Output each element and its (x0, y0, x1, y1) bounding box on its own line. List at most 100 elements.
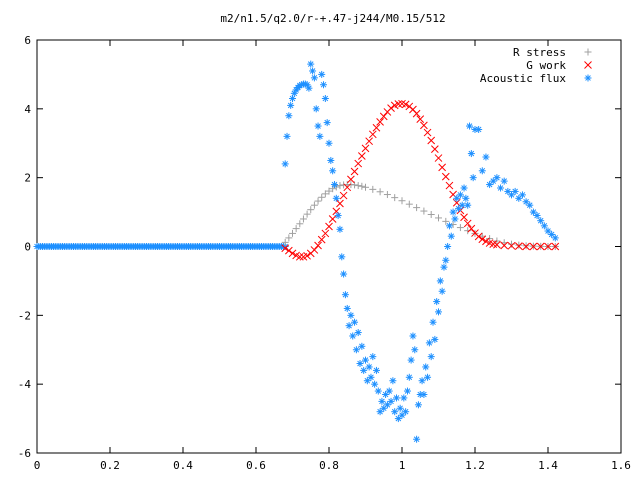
data-point (312, 105, 320, 113)
data-point (438, 163, 447, 172)
data-point (387, 397, 395, 405)
data-point (341, 291, 349, 299)
data-point (533, 212, 541, 220)
data-point (440, 263, 448, 271)
data-point (478, 232, 486, 240)
data-point (334, 212, 342, 220)
data-point (310, 74, 318, 82)
data-point (420, 390, 428, 398)
data-point (360, 366, 368, 374)
data-point (464, 227, 472, 235)
y-tick-label: 0 (24, 241, 31, 254)
data-point (515, 241, 523, 249)
data-point (462, 194, 470, 202)
data-point (449, 208, 457, 216)
data-point (325, 187, 333, 195)
data-point (478, 235, 487, 244)
data-point (511, 187, 519, 195)
data-point (536, 242, 545, 251)
x-tick-label: 0.8 (319, 459, 339, 472)
x-tick-label: 0.6 (246, 459, 266, 472)
data-point (299, 215, 307, 223)
data-point (478, 167, 486, 175)
data-point (389, 377, 397, 385)
data-point (387, 104, 395, 112)
data-point (438, 287, 446, 295)
data-point (318, 70, 326, 78)
data-point (385, 387, 393, 395)
data-point (429, 318, 437, 326)
data-point (336, 182, 344, 190)
x-tick-label: 1 (399, 459, 406, 472)
data-point (321, 95, 329, 103)
data-point (339, 191, 348, 200)
data-point (374, 387, 382, 395)
data-point (456, 224, 464, 232)
data-point (351, 318, 359, 326)
data-point (507, 241, 516, 250)
data-point (310, 246, 319, 254)
data-point (407, 356, 415, 364)
y-tick-label: 6 (24, 34, 31, 47)
data-point (350, 167, 359, 176)
data-point (418, 377, 426, 385)
data-point (287, 101, 295, 109)
data-point (544, 227, 552, 235)
data-point (332, 207, 341, 216)
data-point (307, 206, 315, 214)
data-point (445, 222, 453, 230)
data-point (361, 144, 370, 153)
data-point (427, 136, 436, 145)
data-point (314, 197, 322, 205)
data-point (343, 183, 352, 192)
data-point (537, 217, 545, 225)
data-point (436, 277, 444, 285)
data-point (518, 191, 526, 199)
data-point (444, 243, 452, 250)
data-point (281, 160, 289, 168)
data-point (376, 188, 384, 196)
data-point (420, 121, 428, 130)
data-point (284, 246, 293, 255)
data-point (400, 394, 408, 402)
data-marks (33, 60, 560, 443)
data-point (442, 256, 450, 264)
data-point (327, 156, 335, 164)
data-point (504, 187, 512, 195)
data-point (356, 360, 364, 368)
data-point (330, 181, 338, 189)
data-point (329, 167, 337, 175)
legend-marker (584, 61, 592, 69)
data-point (409, 332, 417, 340)
data-point (442, 217, 450, 225)
data-point (463, 219, 472, 228)
acoustic-flux-baseline (33, 243, 289, 250)
data-point (343, 304, 351, 312)
data-point (310, 201, 318, 209)
data-point (303, 251, 311, 260)
data-point (474, 232, 483, 241)
data-point (391, 194, 399, 202)
data-point (427, 353, 435, 361)
data-point (441, 172, 450, 181)
data-point (354, 329, 362, 337)
data-point (551, 242, 560, 251)
data-point (336, 225, 344, 233)
data-point (551, 234, 559, 242)
x-tick-label: 0 (34, 459, 41, 472)
data-point (435, 214, 442, 222)
data-point (451, 215, 459, 223)
data-point (413, 204, 421, 212)
data-point (321, 190, 329, 198)
data-point (435, 308, 442, 316)
data-point (285, 112, 293, 120)
data-point (379, 112, 388, 121)
data-point (367, 373, 375, 381)
y-tick-label: -6 (18, 447, 31, 460)
data-point (500, 241, 509, 250)
data-point (393, 394, 401, 402)
data-point (544, 242, 552, 251)
data-point (358, 182, 366, 190)
data-point (529, 242, 538, 251)
x-tick-label: 1.6 (611, 459, 631, 472)
